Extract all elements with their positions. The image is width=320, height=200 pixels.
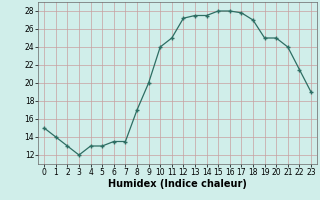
X-axis label: Humidex (Indice chaleur): Humidex (Indice chaleur): [108, 179, 247, 189]
